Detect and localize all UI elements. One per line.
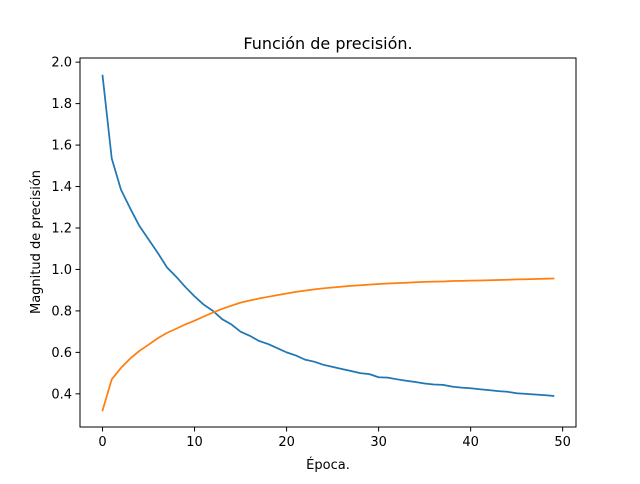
- plot-frame: [79, 57, 577, 428]
- x-axis-label: Época.: [306, 457, 350, 473]
- x-tick-label: 30: [370, 435, 387, 450]
- x-tick-label: 0: [98, 435, 106, 450]
- y-tick-label: 1.0: [51, 263, 72, 278]
- y-tick-label: 1.6: [51, 139, 72, 154]
- y-tick-label: 0.4: [51, 387, 72, 402]
- y-tick-label: 1.4: [51, 180, 72, 195]
- x-tick-label: 20: [278, 435, 295, 450]
- y-tick-label: 1.2: [51, 221, 72, 236]
- y-tick-label: 2.0: [51, 56, 72, 71]
- x-tick-label: 40: [462, 435, 479, 450]
- x-tick-label: 10: [186, 435, 203, 450]
- y-tick-label: 1.8: [51, 97, 72, 112]
- series-line-2: [101, 277, 555, 412]
- plot-area: 0 10 20 30 40 50 0.4 0.6 0.8 1.0 1.2 1.4 1.6 1.8 2.0: [51, 56, 577, 450]
- x-tick-label: 50: [554, 435, 571, 450]
- y-axis-label: Magnitud de precisión: [29, 170, 44, 314]
- y-tick-label: 0.6: [51, 346, 72, 361]
- chart-title: Función de precisión.: [243, 34, 412, 53]
- y-tick-label: 0.8: [51, 304, 72, 319]
- series-line-1: [101, 74, 555, 397]
